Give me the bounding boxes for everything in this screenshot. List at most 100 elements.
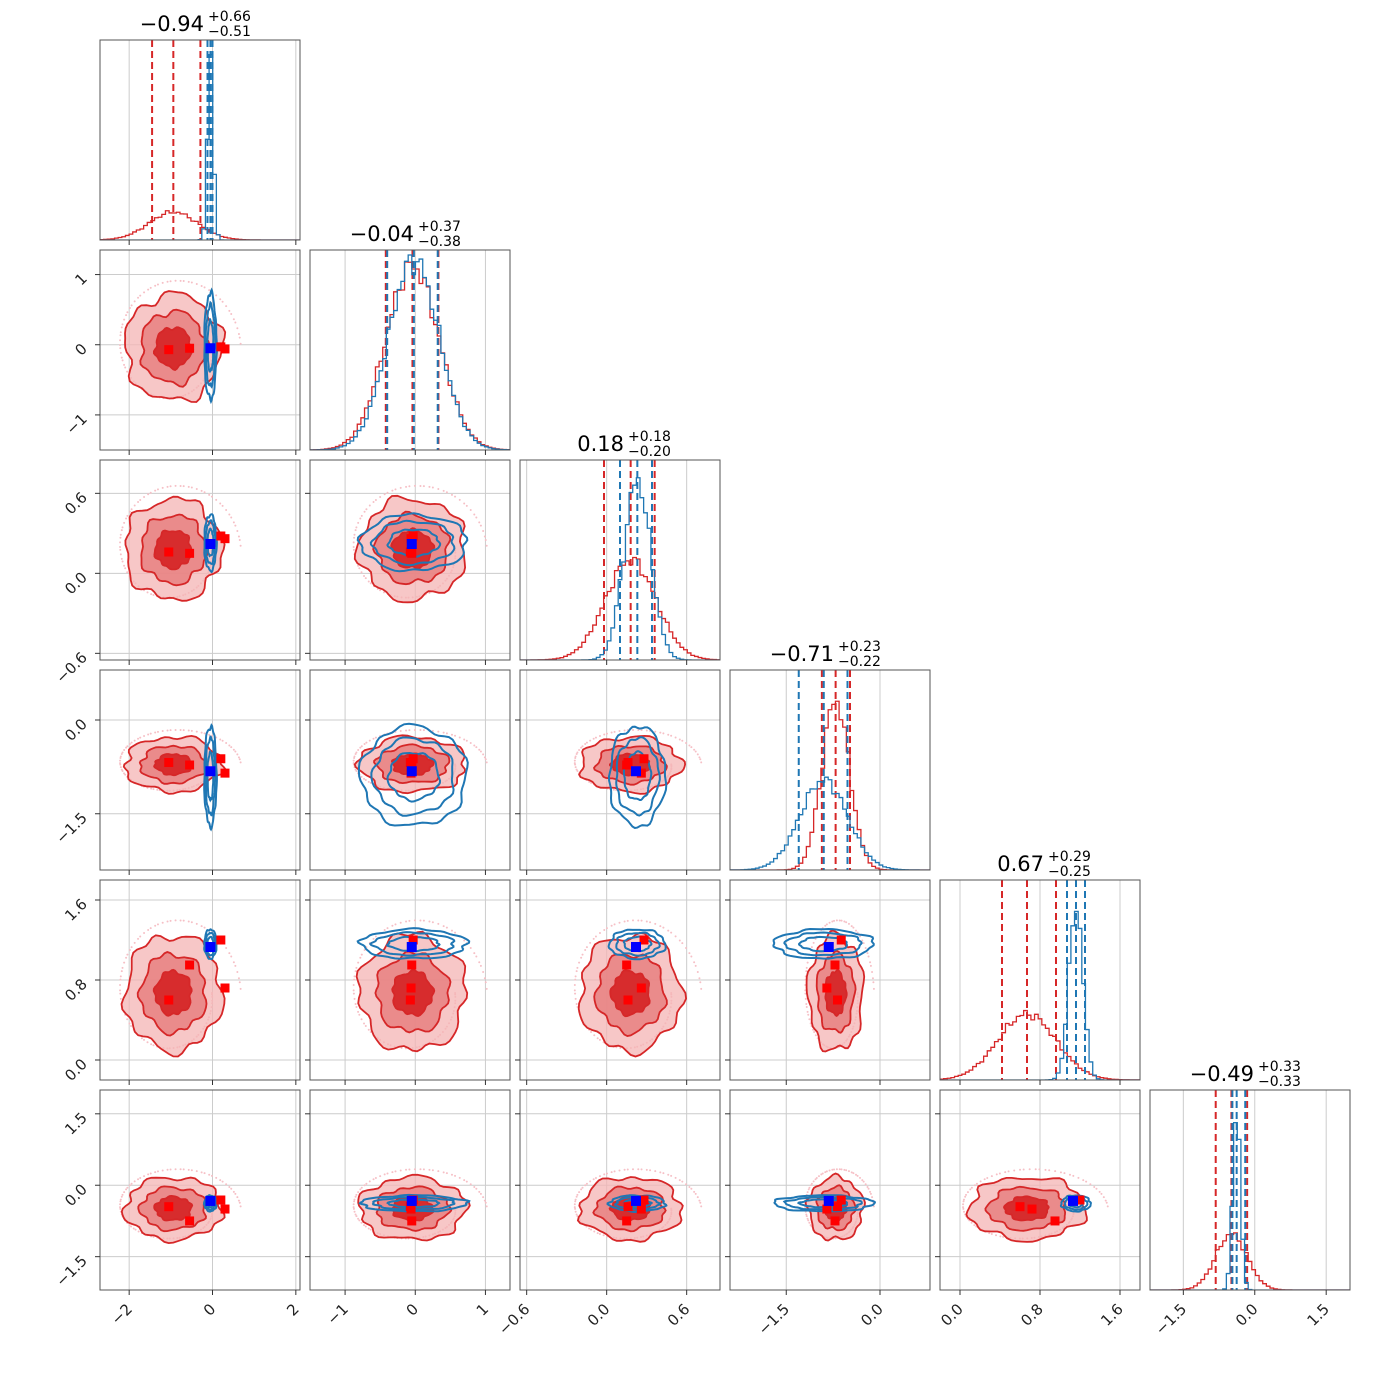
blue-histogram: [1150, 1121, 1350, 1290]
red-contour: [153, 326, 195, 371]
sample-point: [828, 921, 831, 924]
sample-point: [363, 1022, 366, 1025]
blue-contour: [386, 1198, 441, 1209]
sample-point: [394, 488, 397, 491]
sample-point: [833, 919, 836, 922]
sample-point: [238, 1201, 241, 1204]
sample-point: [187, 729, 190, 732]
sample-point: [574, 978, 577, 981]
sample-point: [814, 1178, 817, 1181]
red-marker: [623, 995, 633, 1005]
sample-point: [1004, 1171, 1007, 1174]
panel-2-2: 0.18 +0.18−0.20: [519, 429, 721, 665]
sample-point: [594, 736, 597, 739]
sample-point: [360, 514, 363, 517]
sample-point: [146, 1041, 149, 1044]
sample-point: [479, 1192, 482, 1195]
sample-point: [360, 1018, 363, 1021]
sample-point: [862, 1180, 865, 1183]
x-tick-label: 0.0: [857, 1300, 887, 1330]
blue-marker: [406, 766, 417, 777]
sample-point: [405, 485, 408, 488]
sample-point: [150, 787, 153, 790]
sample-point: [469, 1183, 472, 1186]
sample-point: [631, 919, 634, 922]
sample-point: [995, 1173, 998, 1176]
red-marker: [220, 768, 230, 778]
sample-point: [126, 953, 129, 956]
sample-point: [154, 284, 157, 287]
sample-point: [169, 919, 172, 922]
sample-point: [1077, 1176, 1080, 1179]
sample-point: [422, 729, 425, 732]
sample-point: [659, 925, 662, 928]
sample-point: [871, 1196, 874, 1199]
sample-point: [169, 729, 172, 732]
sample-point: [230, 746, 233, 749]
red-marker: [408, 935, 418, 945]
sample-point: [610, 924, 613, 927]
sample-point: [139, 498, 142, 501]
sample-point: [485, 544, 488, 547]
sample-point: [166, 1168, 169, 1171]
panel-title: −0.49 +0.33−0.33: [1190, 1059, 1301, 1090]
sample-point: [598, 1038, 601, 1041]
sample-point: [120, 557, 123, 560]
sample-point: [379, 1175, 382, 1178]
sample-point: [442, 489, 445, 492]
x-tick-label: −1.5: [755, 1300, 793, 1338]
sample-point: [133, 941, 136, 944]
x-tick-label: 0: [200, 1300, 219, 1319]
sample-point: [820, 1173, 823, 1176]
sample-point: [150, 1043, 153, 1046]
sample-point: [239, 342, 242, 345]
sample-point: [442, 731, 445, 734]
sample-point: [355, 770, 358, 773]
sample-point: [133, 739, 136, 742]
sample-point: [450, 733, 453, 736]
sample-point: [871, 977, 874, 980]
sample-point: [200, 1171, 203, 1174]
sample-point: [483, 1199, 486, 1202]
sample-point: [613, 1170, 616, 1173]
sample-point: [383, 1173, 386, 1176]
sample-point: [156, 788, 159, 791]
sample-point: [584, 742, 587, 745]
red-marker: [185, 760, 195, 770]
sample-point: [831, 1168, 834, 1171]
title-value: −0.49: [1190, 1062, 1254, 1086]
sample-point: [382, 591, 385, 594]
sample-point: [804, 989, 807, 992]
sample-point: [605, 1172, 608, 1175]
sample-point: [419, 484, 422, 487]
sample-point: [585, 946, 588, 949]
sample-point: [161, 730, 164, 733]
sample-point: [838, 919, 841, 922]
sample-point: [152, 788, 155, 791]
sample-point: [463, 1179, 466, 1182]
sample-point: [200, 285, 203, 288]
panel-frame: [729, 1089, 931, 1291]
sample-point: [234, 321, 237, 324]
sample-point: [147, 493, 150, 496]
sample-point: [130, 946, 133, 949]
sample-point: [483, 977, 486, 980]
sample-point: [674, 935, 677, 938]
sample-point: [360, 571, 363, 574]
sample-point: [132, 1227, 135, 1230]
sample-point: [869, 961, 872, 964]
sample-point: [143, 734, 146, 737]
sample-point: [678, 738, 681, 741]
sample-point: [208, 1173, 211, 1176]
red-marker: [836, 935, 846, 945]
sample-point: [179, 279, 182, 282]
sample-point: [431, 1169, 434, 1172]
sample-point: [482, 1196, 485, 1199]
red-marker: [622, 760, 632, 770]
red-marker: [407, 960, 417, 970]
sample-point: [850, 1171, 853, 1174]
sample-point: [575, 768, 578, 771]
sample-point: [119, 344, 122, 347]
sample-point: [137, 1230, 140, 1233]
sample-point: [195, 283, 198, 286]
